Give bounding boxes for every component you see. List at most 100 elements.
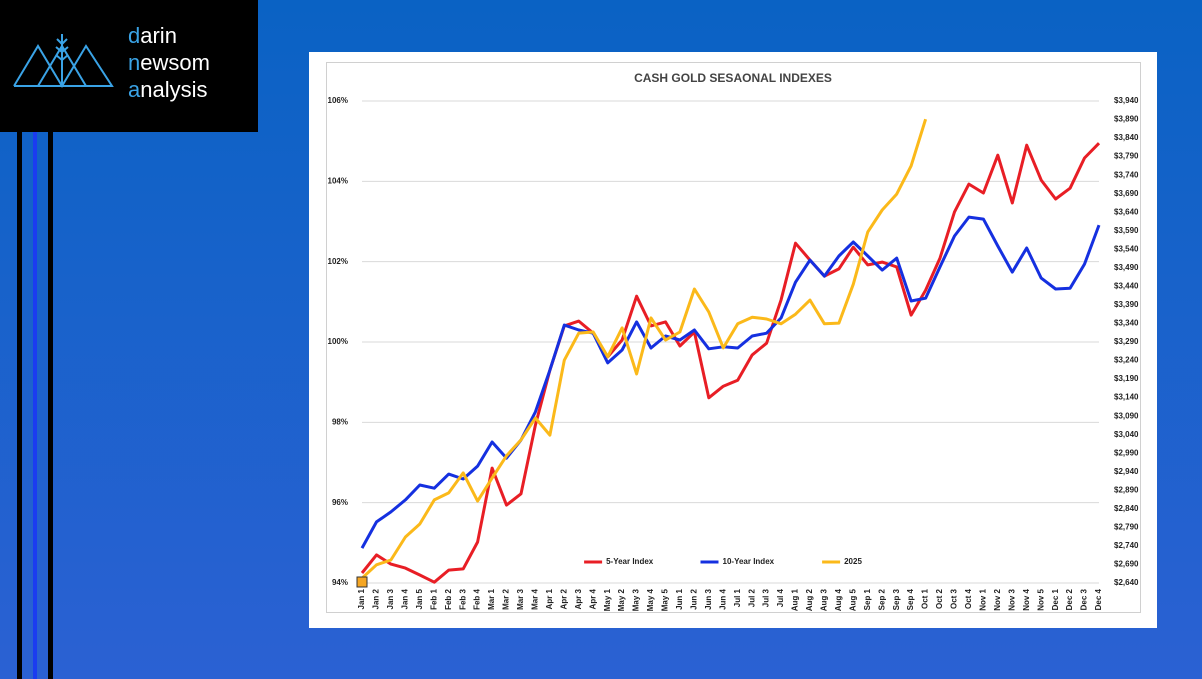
y2-tick-label: $2,640 [1114, 578, 1139, 587]
x-tick-label: May 4 [646, 588, 655, 611]
x-tick-label: Apr 2 [559, 588, 568, 609]
decor-bar [33, 120, 37, 679]
x-tick-label: Dec 4 [1094, 588, 1103, 610]
x-tick-label: Oct 4 [964, 588, 973, 609]
y2-tick-label: $3,790 [1114, 152, 1139, 161]
x-tick-label: Nov 5 [1036, 588, 1045, 610]
y2-tick-label: $3,640 [1114, 207, 1139, 216]
logo-mark [13, 34, 114, 88]
y2-tick-label: $3,340 [1114, 319, 1139, 328]
x-tick-label: Mar 3 [516, 588, 525, 609]
y2-tick-label: $3,840 [1114, 133, 1139, 142]
x-tick-label: Apr 3 [574, 588, 583, 609]
series-line [360, 118, 928, 580]
x-tick-label: Feb 2 [444, 588, 453, 609]
y-tick-label: 106% [328, 96, 348, 105]
x-tick-label: Feb 4 [473, 588, 482, 609]
x-tick-label: Sep 4 [906, 588, 915, 610]
x-tick-label: Jun 2 [689, 588, 698, 609]
x-tick-label: Dec 2 [1065, 588, 1074, 610]
y-tick-label: 96% [332, 498, 348, 507]
y2-tick-label: $3,590 [1114, 226, 1139, 235]
x-tick-label: Dec 3 [1080, 588, 1089, 610]
y2-tick-label: $3,040 [1114, 430, 1139, 439]
x-tick-label: Nov 4 [1022, 588, 1031, 610]
y2-tick-label: $3,190 [1114, 374, 1139, 383]
x-tick-label: Sep 2 [877, 588, 886, 610]
x-tick-label: May 5 [661, 588, 670, 611]
x-tick-label: Jul 4 [776, 588, 785, 607]
x-tick-label: Oct 2 [935, 588, 944, 609]
x-tick-label: Nov 1 [979, 588, 988, 610]
series-line [360, 215, 1101, 549]
x-tick-label: Nov 2 [993, 588, 1002, 610]
x-tick-label: Jul 3 [762, 588, 771, 607]
x-tick-label: Apr 4 [588, 588, 597, 609]
x-tick-label: Aug 4 [834, 588, 843, 611]
x-tick-label: Nov 3 [1007, 588, 1016, 610]
x-tick-label: Jul 2 [747, 588, 756, 607]
x-tick-label: Jul 1 [733, 588, 742, 607]
legend-label: 5-Year Index [606, 557, 654, 566]
y2-tick-label: $3,240 [1114, 356, 1139, 365]
x-tick-label: Aug 2 [805, 588, 814, 611]
x-tick-label: Jan 2 [372, 588, 381, 609]
x-tick-label: Mar 2 [502, 588, 511, 609]
y-tick-label: 98% [332, 417, 348, 426]
x-tick-label: Mar 1 [487, 588, 496, 609]
chart-panel [309, 52, 1157, 628]
y2-tick-label: $3,140 [1114, 393, 1139, 402]
y-tick-label: 100% [328, 337, 348, 346]
y2-tick-label: $2,790 [1114, 522, 1139, 531]
x-tick-label: Aug 3 [820, 588, 829, 611]
logo-box [0, 0, 258, 132]
x-tick-label: May 1 [603, 588, 612, 611]
y2-tick-label: $2,990 [1114, 448, 1139, 457]
x-tick-label: Oct 1 [921, 588, 930, 609]
logo-line: newsom [128, 50, 210, 75]
y2-tick-label: $3,090 [1114, 411, 1139, 420]
x-tick-label: Jan 3 [386, 588, 395, 609]
y2-tick-label: $3,940 [1114, 96, 1139, 105]
x-tick-label: Feb 3 [458, 588, 467, 609]
legend-label: 2025 [844, 557, 862, 566]
decor-bar [48, 120, 53, 679]
x-tick-label: Jun 4 [718, 588, 727, 609]
x-tick-label: Sep 1 [863, 588, 872, 610]
y2-tick-label: $3,890 [1114, 115, 1139, 124]
x-tick-label: Jan 4 [400, 588, 409, 609]
x-tick-label: May 3 [632, 588, 641, 611]
y2-tick-label: $3,390 [1114, 300, 1139, 309]
y-tick-label: 104% [328, 176, 348, 185]
y2-tick-label: $3,490 [1114, 263, 1139, 272]
chart-title: CASH GOLD SESAONAL INDEXES [634, 71, 832, 85]
y2-tick-label: $2,840 [1114, 504, 1139, 513]
legend-label: 10-Year Index [723, 557, 775, 566]
x-tick-label: Mar 4 [531, 588, 540, 609]
y2-tick-label: $3,540 [1114, 244, 1139, 253]
y2-tick-label: $3,290 [1114, 337, 1139, 346]
y2-tick-label: $3,440 [1114, 281, 1139, 290]
x-tick-label: Apr 1 [545, 588, 554, 609]
y-tick-label: 94% [332, 578, 348, 587]
chart-frame [326, 62, 1141, 613]
logo-line: analysis [128, 77, 208, 102]
x-tick-label: Aug 1 [791, 588, 800, 611]
y2-tick-label: $2,890 [1114, 485, 1139, 494]
y2-tick-label: $3,690 [1114, 189, 1139, 198]
x-tick-label: Jun 3 [704, 588, 713, 609]
y2-tick-label: $3,740 [1114, 170, 1139, 179]
x-tick-label: Dec 1 [1051, 588, 1060, 610]
x-tick-label: Jan 1 [357, 588, 366, 609]
plot: 94% 96% 98% 100% 102% 104% 106% $2,640 $2,690 $2,… [328, 96, 1139, 611]
x-tick-label: Feb 1 [429, 588, 438, 609]
decor-bar [17, 120, 22, 679]
x-tick-label: Oct 3 [950, 588, 959, 609]
y2-tick-label: $2,940 [1114, 467, 1139, 476]
logo-line: darin [128, 23, 177, 48]
x-tick-label: Sep 3 [892, 588, 901, 610]
start-marker [356, 576, 368, 588]
